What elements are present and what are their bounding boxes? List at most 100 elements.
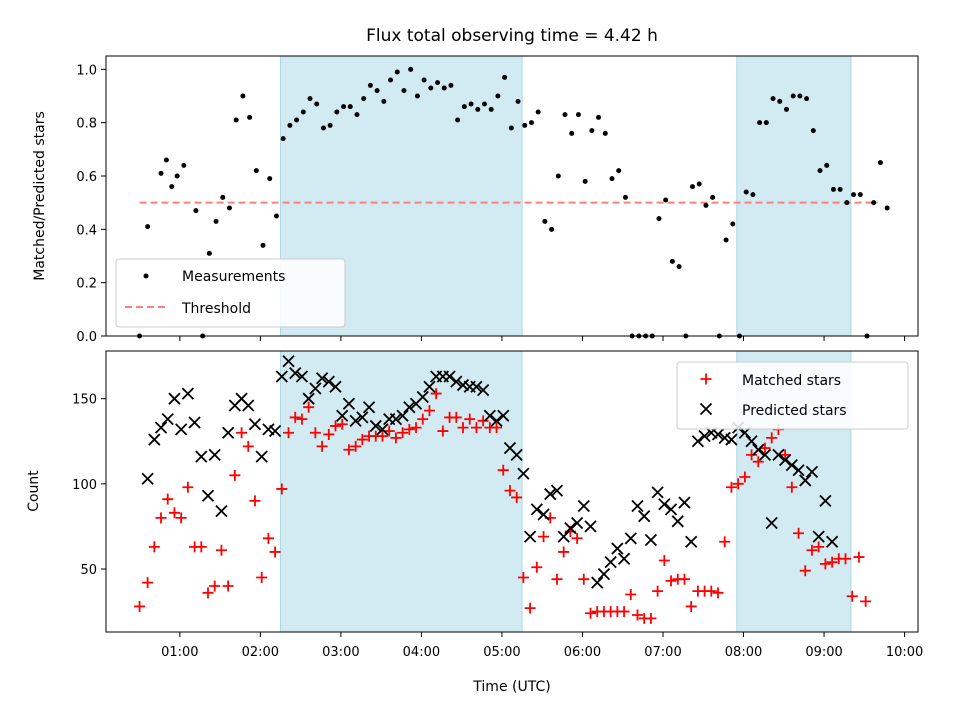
measurement-point (314, 101, 320, 107)
measurement-point (206, 250, 212, 256)
matched-point (470, 422, 482, 434)
matched-point (215, 544, 227, 556)
predicted-point (577, 499, 590, 513)
matched-point (504, 485, 516, 497)
predicted-point (470, 380, 483, 393)
predicted-point (295, 370, 309, 383)
legend-top: Measurements Threshold (115, 258, 346, 328)
matched-point (665, 575, 677, 587)
matched-point (732, 478, 744, 490)
matched-point (551, 573, 563, 585)
measurement-point (555, 173, 561, 179)
measurement-point (374, 88, 380, 94)
measurement-point (240, 93, 246, 99)
matched-point (793, 527, 805, 539)
measurement-point (468, 101, 474, 107)
measurement-point (327, 122, 333, 128)
predicted-point (282, 355, 295, 368)
matched-point (269, 546, 281, 558)
measurement-point (851, 192, 857, 198)
measurement-point (273, 213, 279, 219)
measurement-point (569, 130, 575, 136)
matched-point (625, 589, 637, 601)
matched-point (417, 413, 429, 425)
legend-bottom: Matched stars Predicted stars (676, 361, 909, 430)
chart-title: Flux total observing time = 4.42 h (366, 26, 658, 46)
predicted-point (778, 453, 792, 467)
predicted-point (537, 508, 550, 521)
measurement-point (810, 128, 816, 134)
measurement-point (690, 184, 696, 190)
matched-point (350, 440, 362, 452)
measurement-point (300, 109, 306, 115)
predicted-point (362, 401, 376, 414)
matched-point (376, 430, 388, 442)
matched-point (276, 483, 288, 495)
measurement-point (334, 109, 340, 115)
axes-bottom: 50 100 150 01:00 02:00 03:00 04:00 05:00 06:00 07… (72, 350, 923, 660)
measurement-point (394, 69, 400, 75)
measurement-point (877, 160, 883, 166)
matched-point (652, 585, 664, 597)
predicted-point (208, 448, 221, 462)
measurement-point (163, 157, 169, 163)
matched-point (860, 595, 872, 607)
predicted-point (168, 392, 181, 405)
measurement-point (528, 120, 534, 126)
measurement-point (696, 181, 702, 187)
matched-point (678, 573, 690, 585)
predicted-point (611, 542, 624, 555)
predicted-point (215, 504, 228, 518)
y-tick-label-top: 0.0 (76, 330, 97, 345)
predicted-point (396, 409, 409, 422)
measurement-point (844, 200, 850, 206)
measurement-point (549, 226, 555, 232)
matched-point (517, 572, 529, 584)
matched-point (249, 495, 261, 507)
measurement-point (428, 85, 434, 91)
matched-point (222, 580, 234, 592)
predicted-point (242, 399, 255, 412)
y-tick-label-top: 0.8 (76, 117, 97, 132)
predicted-point (591, 576, 604, 589)
measurement-point (656, 216, 662, 222)
predicted-point (510, 448, 523, 462)
predicted-point (544, 487, 557, 501)
legend-matched-label: Matched stars (742, 373, 841, 389)
predicted-point (624, 532, 637, 545)
matched-point (403, 423, 415, 435)
predicted-point (550, 484, 564, 497)
measurement-point (341, 104, 347, 110)
matched-point (645, 612, 657, 624)
x-tick-label: 01:00 (161, 645, 198, 660)
predicted-point (188, 416, 201, 429)
predicted-point (792, 464, 805, 477)
predicted-point (148, 433, 161, 446)
measurement-point (871, 200, 877, 206)
matched-point (685, 600, 697, 612)
measurement-point (260, 242, 266, 248)
y-tick-label-bottom: 50 (80, 563, 97, 578)
predicted-point (376, 423, 389, 436)
matched-point (766, 432, 778, 444)
predicted-point (336, 409, 349, 422)
legend-box-top (115, 258, 346, 328)
matched-point (195, 541, 207, 553)
matched-point (705, 585, 717, 597)
matched-point (356, 434, 368, 446)
measurement-point (622, 194, 628, 200)
measurement-point (522, 122, 528, 128)
measurement-point (280, 136, 286, 142)
matched-point (477, 415, 489, 427)
measurement-point (169, 184, 175, 190)
matched-point (236, 427, 248, 439)
measurement-point (730, 221, 736, 227)
measurement-point (575, 112, 581, 118)
measurement-point (367, 82, 373, 88)
matched-point (202, 587, 214, 599)
matched-point (813, 541, 825, 553)
predicted-point (725, 433, 738, 446)
matched-point (182, 481, 194, 493)
x-tick-label: 02:00 (242, 645, 279, 660)
matched-point (316, 440, 328, 452)
